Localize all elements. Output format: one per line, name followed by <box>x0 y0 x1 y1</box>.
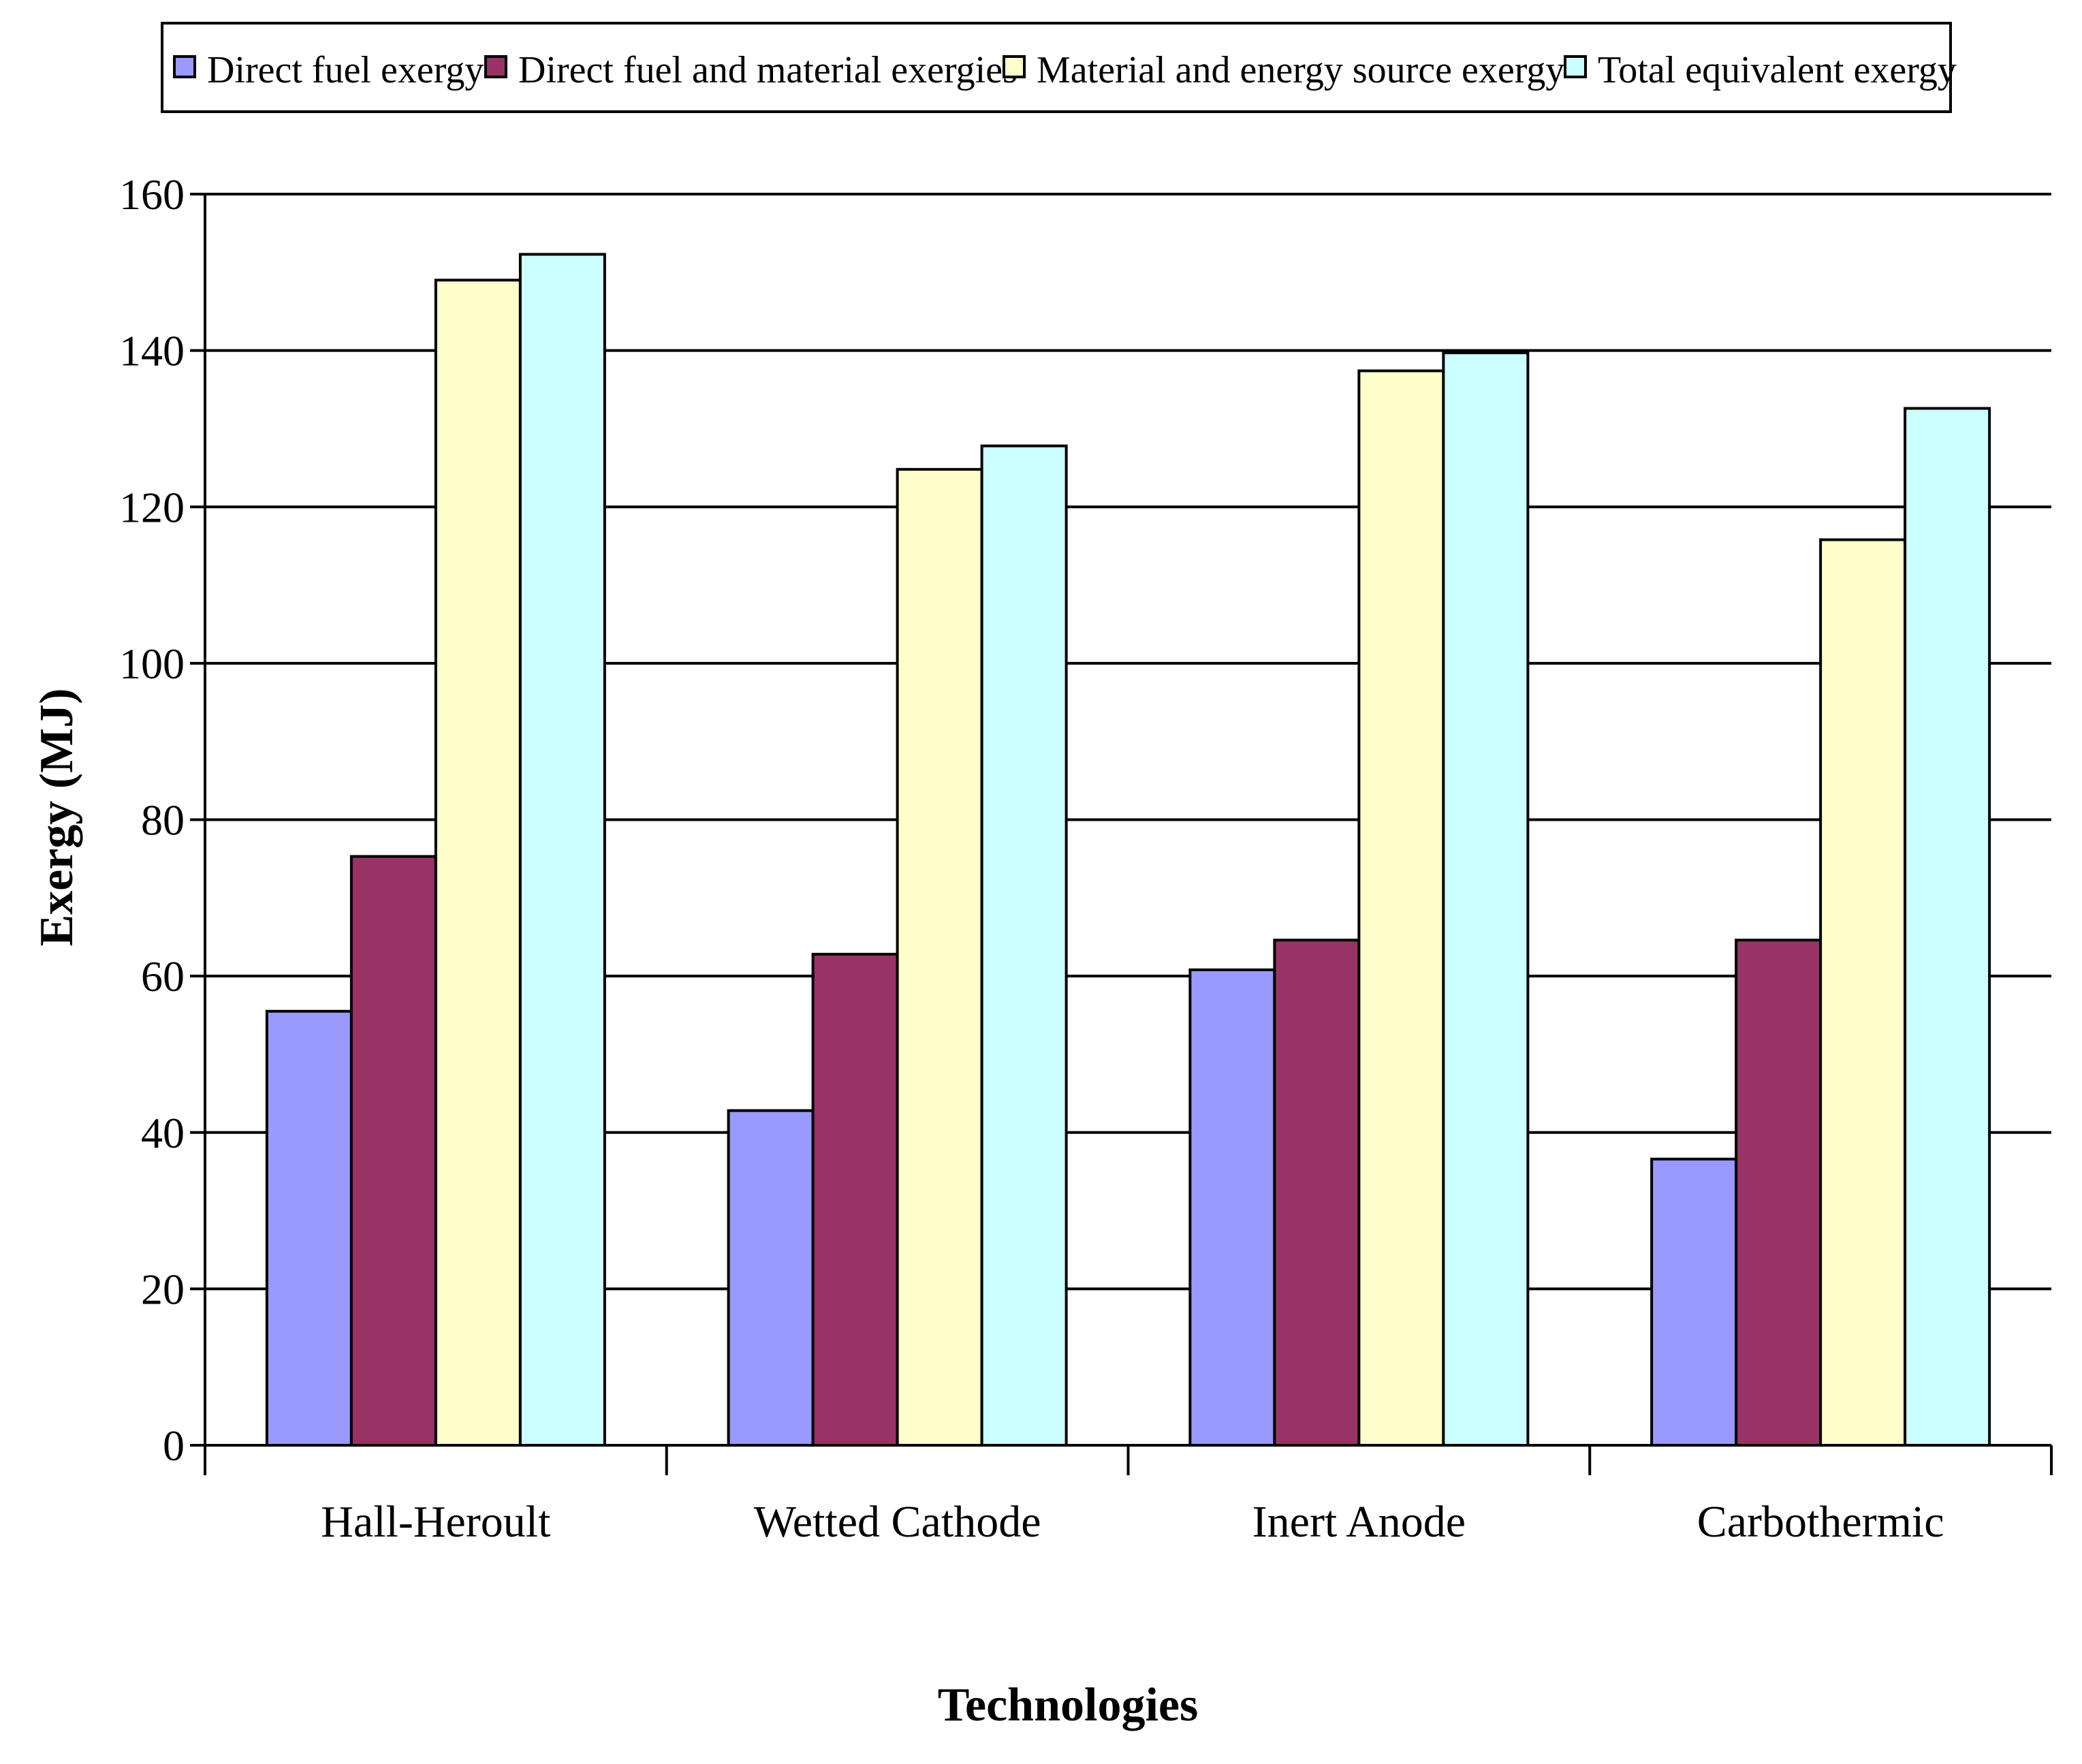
bar <box>1735 939 1823 1447</box>
legend-items: Direct fuel exergy Direct fuel and materi… <box>173 49 1957 91</box>
x-axis-title: Technologies <box>938 1679 1198 1731</box>
legend-swatch <box>173 55 196 78</box>
y-tick-label: 60 <box>141 952 185 1001</box>
y-axis-title: Exergy (MJ) <box>31 688 83 946</box>
y-tick-label: 0 <box>163 1421 185 1470</box>
bar <box>1188 968 1276 1447</box>
bar <box>1357 369 1445 1447</box>
category-label: Inert Anode <box>1252 1497 1466 1547</box>
bar <box>265 1009 353 1447</box>
bar <box>811 952 899 1447</box>
bars <box>265 253 1991 1447</box>
category-labels: Hall-Heroult Wetted Cathode Inert Anode Car… <box>321 1497 1944 1547</box>
y-tick-label: 100 <box>119 640 185 688</box>
bar <box>349 855 437 1447</box>
legend-label: Material and energy source exergy <box>1037 49 1564 91</box>
category-label: Hall-Heroult <box>321 1497 550 1547</box>
bar <box>896 468 983 1447</box>
legend-label: Direct fuel and material exergies <box>518 49 1018 91</box>
bar <box>1904 407 1991 1447</box>
legend-swatch <box>484 55 507 78</box>
bar <box>1819 538 1907 1447</box>
legend-box <box>161 22 1952 113</box>
legend-swatch <box>1564 55 1587 78</box>
bar <box>980 444 1068 1447</box>
bar <box>1273 939 1361 1447</box>
legend: Direct fuel exergy Direct fuel and materi… <box>161 22 1957 113</box>
legend-label: Total equivalent exergy <box>1598 49 1957 91</box>
bar <box>1650 1157 1738 1447</box>
x-ticks <box>204 1445 2053 1475</box>
y-tick-label: 40 <box>141 1109 185 1157</box>
y-ticks: 0 20 40 60 80 100 120 140 160 <box>119 170 205 1470</box>
legend-swatch <box>1003 55 1026 78</box>
bar <box>434 279 522 1447</box>
y-tick-label: 120 <box>119 483 185 531</box>
bar <box>518 253 606 1447</box>
bar <box>727 1109 815 1447</box>
legend-label: Direct fuel exergy <box>207 49 484 91</box>
y-tick-label: 20 <box>141 1265 185 1313</box>
category-label: Carbothermic <box>1697 1497 1944 1547</box>
y-tick-label: 160 <box>119 170 185 219</box>
y-tick-label: 80 <box>141 796 185 845</box>
bar <box>1442 351 1530 1447</box>
category-label: Wetted Cathode <box>754 1497 1041 1547</box>
y-tick-label: 140 <box>119 327 185 375</box>
